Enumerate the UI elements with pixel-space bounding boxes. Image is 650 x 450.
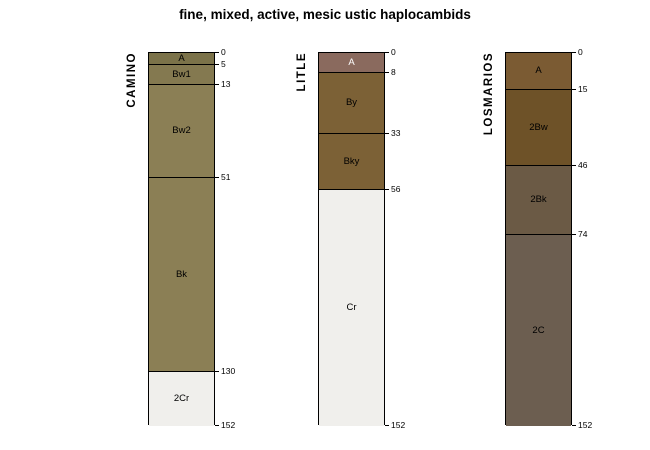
depth-tick-label: 0 bbox=[578, 47, 583, 57]
horizon-rect: Cr bbox=[319, 190, 384, 426]
horizon-label: Bw1 bbox=[172, 68, 191, 80]
profile-column-losmarios: A 2Bw 2Bk 2C bbox=[505, 52, 572, 426]
horizon-rect: Bw2 bbox=[149, 84, 214, 179]
depth-tick bbox=[215, 64, 219, 66]
depth-tick bbox=[385, 52, 389, 53]
horizon-rect: A bbox=[319, 53, 384, 73]
depth-tick bbox=[215, 177, 219, 179]
depth-tick bbox=[572, 425, 576, 426]
depth-tick-label: 74 bbox=[578, 228, 588, 239]
depth-tick-label: 130 bbox=[221, 366, 236, 376]
depth-tick-label: 13 bbox=[221, 78, 231, 89]
horizon-label: A bbox=[535, 65, 542, 77]
depth-tick bbox=[572, 164, 576, 166]
depth-tick bbox=[385, 189, 389, 191]
profile-name-label: LOSMARIOS bbox=[483, 52, 495, 136]
depth-tick-label: 5 bbox=[221, 59, 226, 70]
depth-tick bbox=[215, 425, 219, 426]
horizon-label: 2Cr bbox=[173, 393, 190, 405]
depth-tick bbox=[215, 52, 219, 53]
depth-tick bbox=[572, 233, 576, 235]
depth-tick-label: 51 bbox=[221, 172, 231, 183]
depth-tick-label: 15 bbox=[578, 83, 588, 94]
horizon-label: 2Bw bbox=[529, 121, 548, 133]
horizon-label: 2Bk bbox=[530, 193, 547, 205]
horizon-rect: 2Bw bbox=[506, 89, 571, 166]
depth-tick bbox=[572, 52, 576, 53]
profile-name-label: LITLE bbox=[296, 52, 308, 92]
depth-tick-label: 8 bbox=[391, 66, 396, 77]
horizon-rect: A bbox=[149, 52, 214, 66]
horizon-rect: Bw1 bbox=[149, 65, 214, 85]
depth-tick-label: 56 bbox=[391, 184, 401, 195]
depth-tick bbox=[215, 83, 219, 85]
horizon-label: 2C bbox=[532, 324, 545, 336]
horizon-rect: 2C bbox=[506, 234, 571, 426]
depth-tick-label: 0 bbox=[391, 47, 396, 57]
horizon-label: A bbox=[178, 52, 185, 64]
depth-tick bbox=[385, 425, 389, 426]
horizon-rect: Bk bbox=[149, 178, 214, 372]
profile-column-camino: A Bw1 Bw2 Bk 2Cr bbox=[148, 52, 215, 426]
horizon-label: Bk bbox=[175, 268, 188, 280]
depth-tick-label: 33 bbox=[391, 127, 401, 138]
horizon-label: A bbox=[348, 56, 355, 68]
horizon-rect: By bbox=[319, 72, 384, 134]
horizon-rect: A bbox=[506, 53, 571, 90]
depth-tick-label: 0 bbox=[221, 47, 226, 57]
profile-name-label: CAMINO bbox=[126, 52, 138, 108]
horizon-rect: 2Cr bbox=[149, 372, 214, 426]
depth-tick-label: 152 bbox=[578, 420, 593, 430]
depth-tick bbox=[215, 371, 219, 372]
depth-tick bbox=[385, 71, 389, 73]
depth-tick-label: 46 bbox=[578, 159, 588, 170]
depth-tick-label: 152 bbox=[221, 420, 236, 430]
depth-tick bbox=[385, 132, 389, 134]
horizon-label: Bky bbox=[343, 155, 360, 167]
horizon-label: By bbox=[345, 97, 358, 109]
horizon-rect: 2Bk bbox=[506, 165, 571, 235]
chart-title: fine, mixed, active, mesic ustic haploca… bbox=[179, 7, 471, 22]
horizon-label: Bw2 bbox=[172, 125, 191, 137]
profile-column-litle: A By Bky Cr bbox=[318, 52, 385, 426]
depth-tick bbox=[572, 88, 576, 90]
horizon-rect: Bky bbox=[319, 133, 384, 191]
depth-tick-label: 152 bbox=[391, 420, 406, 430]
horizon-label: Cr bbox=[346, 302, 357, 314]
